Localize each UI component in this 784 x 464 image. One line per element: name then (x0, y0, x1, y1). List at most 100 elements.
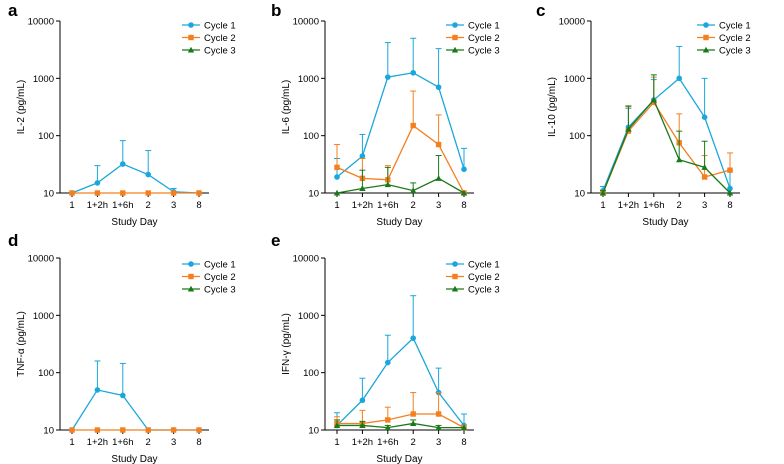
x-tick-label: 1+2h (618, 200, 639, 211)
x-tick-label: 1 (334, 200, 339, 211)
data-point (385, 359, 391, 366)
data-point (701, 164, 708, 170)
data-point (196, 190, 202, 196)
legend-marker (451, 285, 459, 292)
data-point (460, 189, 468, 196)
data-point (94, 190, 101, 196)
data-point (334, 164, 340, 171)
series-line (336, 337, 465, 426)
data-point (435, 424, 442, 431)
data-point (145, 427, 151, 433)
y-tick-label: 10000 (559, 17, 585, 28)
data-point (676, 156, 683, 163)
panel-letter: b (271, 1, 281, 20)
data-point (676, 75, 682, 82)
x-tick-label: 1 (600, 200, 605, 211)
series-line (336, 72, 465, 178)
legend-marker (188, 261, 194, 267)
panel-letter: a (8, 1, 18, 20)
data-point (460, 424, 468, 431)
panel-a: a 10 100 1000 10000 1 1+2h 1+6h 2 3 8 Study Day IL-2… (8, 1, 236, 228)
panel-letter: e (271, 231, 280, 250)
panel-letter: c (536, 1, 545, 20)
data-point (435, 411, 442, 417)
legend-marker (703, 34, 709, 41)
data-point (120, 392, 126, 399)
legend-marker (187, 285, 195, 292)
x-tick-label: 1+2h (352, 200, 373, 211)
data-point (120, 190, 126, 196)
y-tick-label: 10 (308, 426, 319, 437)
data-point (359, 422, 366, 428)
legend-marker (188, 273, 194, 280)
series-line (602, 98, 731, 194)
legend-label: Cycle 2 (719, 33, 751, 44)
series-line (336, 124, 465, 194)
data-point (435, 141, 442, 148)
series-cycle-3 (333, 419, 468, 431)
legend-label: Cycle 1 (204, 21, 236, 32)
series-line (71, 163, 200, 194)
data-point (599, 189, 607, 196)
series-cycle-2 (69, 190, 202, 196)
series-cycle-1 (69, 360, 202, 433)
y-tick-label: 1000 (298, 74, 319, 85)
x-tick-label: 8 (727, 200, 732, 211)
series-cycle-2 (334, 392, 467, 431)
legend-marker (188, 22, 194, 28)
y-tick-label: 10000 (293, 17, 319, 28)
series-cycle-1 (69, 140, 202, 196)
y-tick-label: 1000 (298, 311, 319, 322)
y-tick-label: 10 (308, 189, 319, 200)
legend-label: Cycle 2 (204, 272, 236, 283)
y-axis-title: IL-2 (pg/mL) (16, 80, 27, 134)
data-point (359, 153, 366, 159)
x-tick-label: 3 (171, 437, 176, 448)
legend-marker (187, 46, 195, 53)
data-point (726, 189, 734, 196)
data-point (120, 427, 126, 433)
legend-marker (702, 46, 710, 53)
data-point (359, 185, 366, 191)
y-tick-label: 10000 (293, 254, 319, 265)
data-point (120, 161, 126, 167)
data-point (334, 174, 340, 180)
x-tick-label: 1+2h (352, 437, 373, 448)
x-tick-label: 1+2h (87, 437, 108, 448)
x-axis-title: Study Day (642, 217, 688, 228)
data-point (333, 189, 341, 196)
data-point (410, 335, 417, 341)
series-line (602, 101, 731, 194)
legend-marker (452, 34, 458, 41)
series-cycle-2 (69, 427, 202, 433)
legend-marker (188, 34, 194, 41)
series-cycle-2 (334, 90, 467, 196)
legend-label: Cycle 3 (468, 46, 500, 57)
series-cycle-3 (599, 74, 734, 196)
legend-marker (451, 46, 459, 53)
data-point (385, 417, 391, 423)
series-cycle-1 (334, 37, 467, 180)
series-cycle-1 (600, 45, 733, 194)
data-point (69, 427, 75, 433)
panel-c: c 10 100 1000 10000 1 1+2h 1+6h 2 3 8 Study Day IL-1… (536, 1, 751, 228)
y-tick-label: 10 (43, 189, 54, 200)
series-cycle-1 (334, 295, 467, 429)
data-point (625, 125, 632, 132)
y-axis-title: IL-10 (pg/mL) (547, 77, 558, 137)
series-line (336, 177, 465, 194)
x-axis-title: Study Day (111, 217, 157, 228)
data-point (145, 171, 151, 178)
series-line (337, 422, 464, 429)
data-point (410, 69, 417, 76)
data-point (461, 166, 467, 173)
y-tick-label: 100 (38, 131, 54, 142)
y-tick-label: 100 (38, 368, 54, 379)
x-tick-label: 3 (171, 200, 176, 211)
x-tick-label: 1+6h (112, 200, 133, 211)
series-line (337, 413, 465, 429)
y-tick-label: 1000 (564, 74, 585, 85)
